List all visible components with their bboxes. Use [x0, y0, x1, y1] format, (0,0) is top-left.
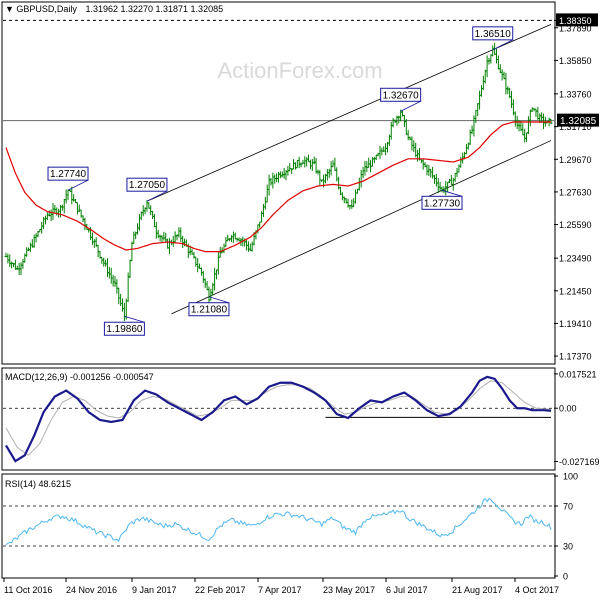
price-tick-label: 1.35850 [559, 56, 592, 66]
price-tick-label: 1.33760 [559, 89, 592, 99]
x-tick-label: 24 Nov 2016 [66, 585, 117, 595]
annotation-box [188, 302, 230, 317]
annotation-box [126, 177, 168, 192]
annotation-leader [400, 100, 421, 112]
x-tick-label: 9 Jan 2017 [132, 585, 177, 595]
rsi-line [5, 497, 552, 546]
price-tick-label: 1.29670 [559, 155, 592, 165]
annotation-label: 1.21080 [191, 305, 228, 316]
annotation-box [103, 321, 145, 336]
annotation-leader [124, 315, 145, 323]
annotation-leader [67, 179, 89, 191]
watermark: ActionForex.com [217, 58, 382, 83]
annotation-box [380, 87, 422, 102]
macd-tick-labels: 0.017521 0.00 -0.027169 [554, 369, 600, 467]
annotation-leader [146, 190, 168, 202]
rsi-tick-label: 70 [563, 502, 573, 512]
trend-channel [146, 23, 552, 315]
price-tick-label: 1.21450 [559, 286, 592, 296]
ohlc-label: 1.31962 1.32270 1.31871 1.32085 [85, 4, 223, 14]
price-tick-label: 1.31710 [559, 122, 592, 132]
annotation-leader [492, 39, 513, 51]
rsi-tick-label: 30 [563, 542, 573, 552]
candles [4, 42, 553, 322]
x-tick-label: 6 Jul 2017 [386, 585, 428, 595]
annotation-box [472, 26, 514, 41]
svg-text:▼ GBPUSD,Daily 1.: ▼ GBPUSD,Daily 1.31962 1.32270 1.31871 1… [5, 4, 223, 14]
annotation-label: 1.27050 [129, 180, 166, 191]
price-tick-label: 1.27630 [559, 187, 592, 197]
price-tick-label: 1.37890 [559, 23, 592, 33]
annotation-leader [441, 189, 463, 197]
macd-tick-label: -0.027169 [559, 457, 600, 467]
annotation-label: 1.36510 [475, 29, 512, 40]
rsi-tick-label: 100 [563, 472, 578, 482]
annotation-label: 1.27730 [424, 198, 461, 209]
x-tick-label: 7 Apr 2017 [258, 585, 302, 595]
x-tick-label: 22 Feb 2017 [195, 585, 246, 595]
symbol-label: GBPUSD,Daily [16, 4, 77, 14]
channel-lower-line [171, 140, 552, 315]
annotation-box [421, 195, 463, 210]
price-annotations: 1.27740 1.19860 1.27050 1.21080 1.32670 1.277… [47, 26, 514, 336]
annotation-box [47, 166, 89, 181]
annotation-leader [208, 296, 230, 304]
price-pane-frame [1, 1, 556, 365]
x-tick-label: 11 Oct 2016 [4, 585, 52, 595]
resistance-tag [556, 13, 598, 27]
annotation-label: 1.19860 [106, 324, 143, 335]
price-tick-label: 1.17370 [559, 352, 592, 362]
annotation-label: 1.27740 [50, 169, 87, 180]
x-tick-label: 21 Aug 2017 [452, 585, 503, 595]
rsi-pane-frame [1, 473, 556, 579]
header-triangle-icon: ▼ [5, 4, 16, 14]
x-tick-label: 4 Oct 2017 [515, 585, 559, 595]
moving-average-line [5, 121, 551, 253]
macd-tick-label: 0.017521 [559, 369, 597, 379]
price-tick-label: 1.25590 [559, 220, 592, 230]
price-tick-label: 1.19410 [559, 319, 592, 329]
price-tick-label: 1.38350 [559, 16, 592, 26]
rsi-title: RSI(14) 48.6215 [5, 479, 71, 489]
annotation-label: 1.32670 [383, 90, 420, 101]
macd-title: MACD(12,26,9) -0.001256 -0.000547 [5, 372, 154, 382]
price-tick-label: 1.23490 [559, 254, 592, 264]
macd-line [5, 375, 552, 463]
rsi-tick-label: 0 [563, 572, 568, 582]
rsi-tick-labels: 100 70 30 0 [554, 472, 578, 582]
channel-upper-line [146, 23, 552, 202]
macd-pane-frame [1, 367, 556, 471]
macd-tick-label: 0.00 [559, 404, 577, 414]
x-tick-label: 23 May 2017 [323, 585, 375, 595]
x-axis: 11 Oct 2016 24 Nov 2016 9 Jan 2017 22 Feb 2… [3, 578, 559, 595]
current-price-label: 1.32085 [560, 116, 597, 127]
current-price-tag: 1.32085 [557, 113, 599, 127]
